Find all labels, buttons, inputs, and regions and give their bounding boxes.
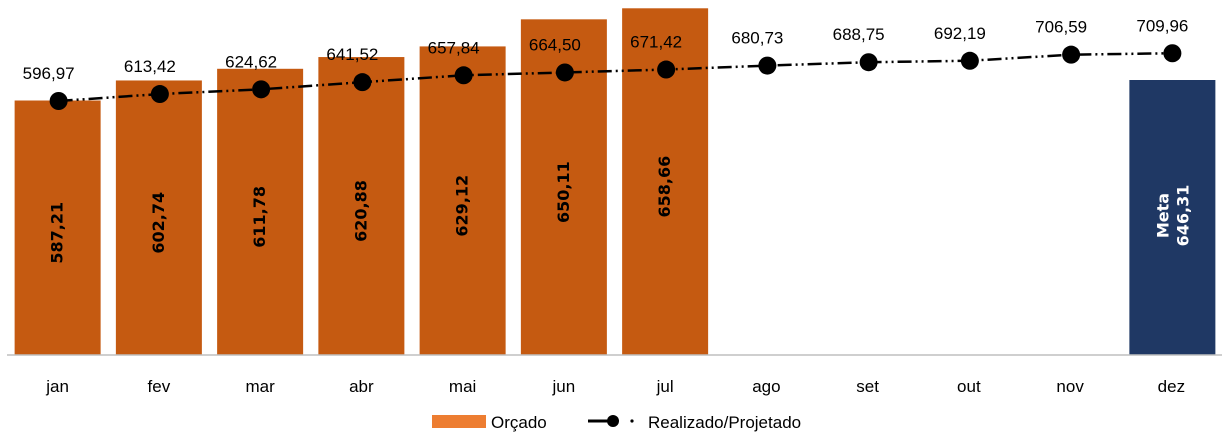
x-tick-abr: abr xyxy=(349,377,374,396)
x-tick-jul: jul xyxy=(656,377,674,396)
legend-label-orcado: Orçado xyxy=(491,413,547,432)
line-point-fev xyxy=(150,85,169,104)
line-label-jun: 664,50 xyxy=(529,35,581,54)
line-point-ago xyxy=(758,56,777,75)
line-label-jan: 596,97 xyxy=(23,64,75,83)
line-point-nov xyxy=(1062,45,1081,64)
legend: Orçado Realizado/Projetado xyxy=(432,413,801,432)
line-point-jul xyxy=(657,60,676,79)
line-label-mai: 657,84 xyxy=(428,38,480,57)
line-point-dez xyxy=(1163,44,1182,63)
line-point-mai xyxy=(454,66,473,85)
line-label-set: 688,75 xyxy=(833,25,885,44)
legend-swatch-realizado-marker xyxy=(607,415,619,427)
target-layer: Meta 646,31 xyxy=(1129,80,1216,355)
line-label-abr: 641,52 xyxy=(326,45,378,64)
legend-swatch-orcado xyxy=(432,415,486,428)
bar-jan xyxy=(14,100,101,356)
x-tick-mai: mai xyxy=(449,377,476,396)
line-point-jan xyxy=(49,92,68,110)
x-tick-ago: ago xyxy=(752,377,780,396)
line-point-abr xyxy=(353,73,372,92)
line-layer: 596,97 613,42 624,62 641,52 657,84 664,50 671,… xyxy=(23,16,1188,110)
x-tick-jun: jun xyxy=(552,377,576,396)
x-tick-nov: nov xyxy=(1056,377,1084,396)
x-tick-fev: fev xyxy=(148,377,171,396)
x-tick-dez: dez xyxy=(1158,377,1185,396)
line-label-dez: 709,96 xyxy=(1136,16,1188,35)
x-tick-jan: jan xyxy=(45,377,69,396)
bar-label-abr: 620,88 xyxy=(351,180,370,242)
x-tick-out: out xyxy=(957,377,981,396)
line-label-nov: 706,59 xyxy=(1035,18,1087,37)
legend-label-realizado-projetado: Realizado/Projetado xyxy=(648,413,801,432)
meta-label: Meta xyxy=(1153,193,1172,238)
line-point-set xyxy=(859,53,878,72)
bar-label-jul: 658,66 xyxy=(655,156,674,218)
legend-swatch-realizado-dot xyxy=(630,419,634,423)
line-label-mar: 624,62 xyxy=(225,52,277,71)
line-realizado-projetado xyxy=(58,52,1173,103)
line-point-jun xyxy=(555,63,574,82)
bar-meta-dez xyxy=(1129,80,1216,355)
meta-value-label: 646,31 xyxy=(1173,185,1192,247)
line-label-out: 692,19 xyxy=(934,24,986,43)
line-point-out xyxy=(960,51,979,70)
bar-abr xyxy=(318,57,405,356)
bar-fev xyxy=(115,80,202,355)
x-tick-set: set xyxy=(856,377,879,396)
line-label-fev: 613,42 xyxy=(124,57,176,76)
bar-label-mai: 629,12 xyxy=(453,175,472,237)
x-tick-labels: jan fev mar abr mai jun jul ago set out nov dez xyxy=(45,377,1185,396)
line-label-jul: 671,42 xyxy=(630,33,682,52)
bar-label-mar: 611,78 xyxy=(250,186,269,248)
line-point-mar xyxy=(252,80,271,99)
bar-mai xyxy=(419,46,506,355)
bar-mar xyxy=(217,68,304,355)
bar-label-fev: 602,74 xyxy=(149,192,168,254)
x-tick-mar: mar xyxy=(245,377,275,396)
line-label-ago: 680,73 xyxy=(731,29,783,48)
bar-label-jun: 650,11 xyxy=(554,161,573,223)
bar-label-jan: 587,21 xyxy=(48,202,67,264)
